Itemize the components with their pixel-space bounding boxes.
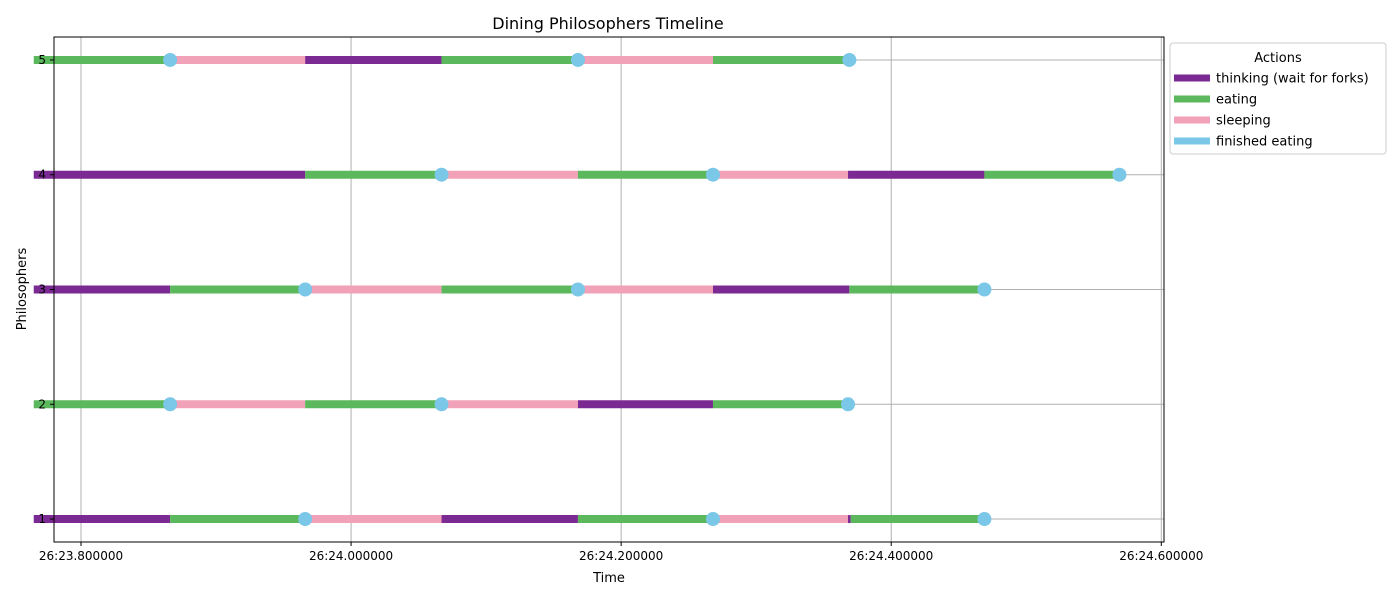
y-tick-label: 3 [38, 283, 46, 297]
x-tick-label: 26:23.800000 [39, 549, 123, 563]
finished-eating-marker-philosopher-1 [977, 512, 992, 527]
x-tick-label: 26:24.000000 [309, 549, 393, 563]
y-tick-label: 4 [38, 168, 46, 182]
x-axis-title: Time [592, 571, 625, 586]
legend: Actions thinking (wait for forks) eating s… [1169, 42, 1387, 155]
legend-title: Actions [1254, 51, 1302, 66]
x-tick-label: 26:24.400000 [849, 549, 933, 563]
chart-title: Dining Philosophers Timeline [492, 14, 724, 33]
y-axis-ticks: 1 2 3 4 5 [38, 53, 54, 526]
y-axis-title: Philosophers [15, 247, 30, 330]
finished-eating-marker-philosopher-4 [1112, 167, 1127, 182]
finished-eating-marker-philosopher-4 [705, 167, 720, 182]
finished-eating-marker-philosopher-3 [298, 282, 313, 297]
finished-markers [163, 52, 1127, 527]
legend-label-eating: eating [1216, 93, 1257, 108]
x-axis-ticks: 26:23.800000 26:24.000000 26:24.200000 26:2… [39, 542, 1203, 563]
y-tick-label: 1 [38, 512, 46, 526]
y-tick-label: 2 [38, 397, 46, 411]
plot-series [33, 55, 1120, 524]
finished-eating-marker-philosopher-4 [434, 167, 449, 182]
finished-eating-marker-philosopher-2 [434, 397, 449, 412]
legend-label-sleeping: sleeping [1216, 114, 1271, 129]
finished-eating-marker-philosopher-3 [570, 282, 585, 297]
finished-eating-marker-philosopher-1 [298, 512, 313, 527]
finished-eating-marker-philosopher-5 [570, 52, 585, 67]
legend-frame [1169, 42, 1387, 155]
y-tick-label: 5 [38, 53, 46, 67]
legend-label-finished: finished eating [1216, 135, 1313, 150]
x-tick-label: 26:24.200000 [579, 549, 663, 563]
finished-eating-marker-philosopher-5 [842, 52, 857, 67]
finished-eating-marker-philosopher-2 [163, 397, 178, 412]
x-tick-label: 26:24.600000 [1119, 549, 1203, 563]
finished-eating-marker-philosopher-5 [163, 52, 178, 67]
legend-label-thinking: thinking (wait for forks) [1216, 72, 1369, 87]
finished-eating-marker-philosopher-1 [705, 512, 720, 527]
finished-eating-marker-philosopher-3 [977, 282, 992, 297]
legend-entries: thinking (wait for forks) eating sleeping f… [1174, 72, 1369, 150]
finished-eating-marker-philosopher-2 [841, 397, 856, 412]
